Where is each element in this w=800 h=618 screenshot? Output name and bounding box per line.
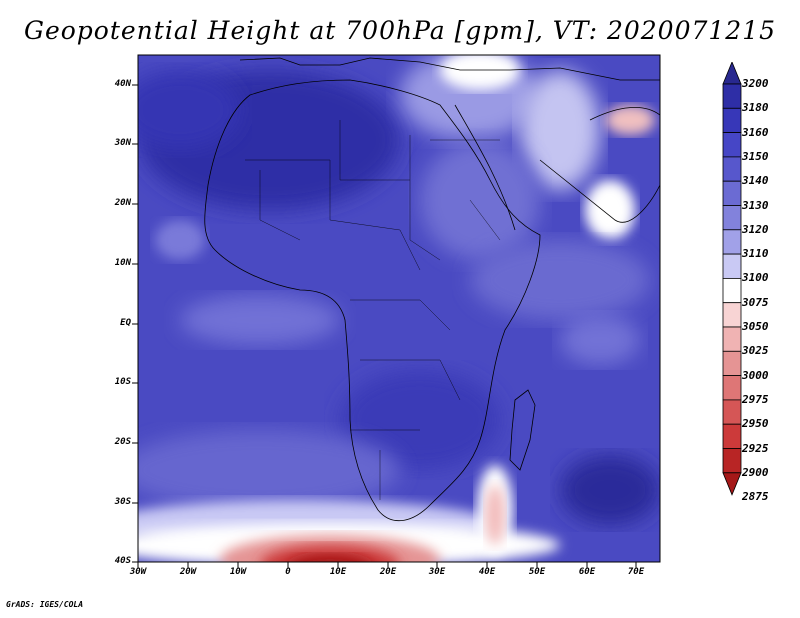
colorbar-swatch xyxy=(722,205,742,231)
height-field xyxy=(138,55,660,562)
lat-label: 20N xyxy=(114,198,131,208)
colorbar-swatch xyxy=(722,448,742,474)
colorbar-arrow-top xyxy=(722,62,742,85)
plot-frame xyxy=(137,54,661,563)
colorbar-level-label: 3130 xyxy=(742,198,769,212)
axis-ticks xyxy=(132,84,637,568)
colorbar-swatch xyxy=(722,375,742,401)
lon-label: 20E xyxy=(379,567,397,577)
lon-label: 70E xyxy=(627,567,645,577)
colorbar-level-label: 3180 xyxy=(742,101,769,115)
credit-label: GrADS: IGES/COLA xyxy=(6,600,84,609)
colorbar xyxy=(722,62,742,496)
colorbar-level-label: 2900 xyxy=(742,465,769,479)
colorbar-level-label: 3140 xyxy=(742,174,769,188)
colorbar-swatch xyxy=(722,253,742,279)
colorbar-arrow-bottom xyxy=(722,472,742,496)
colorbar-level-label: 2875 xyxy=(742,490,769,504)
lon-label: 20W xyxy=(179,567,197,577)
colorbar-swatch xyxy=(722,107,742,133)
lat-label: 20S xyxy=(114,437,131,447)
lon-label: 40E xyxy=(478,567,496,577)
lon-label: 10W xyxy=(229,567,247,577)
colorbar-swatch xyxy=(722,229,742,255)
colorbar-level-label: 3100 xyxy=(742,271,769,285)
colorbar-swatch xyxy=(722,326,742,352)
colorbar-swatch xyxy=(722,132,742,158)
colorbar-level-label: 2975 xyxy=(742,392,769,406)
colorbar-swatch xyxy=(722,83,742,109)
colorbar-swatch xyxy=(722,399,742,425)
colorbar-level-label: 3110 xyxy=(742,247,769,261)
lon-label: 30E xyxy=(428,567,446,577)
lon-label: 10E xyxy=(329,567,347,577)
colorbar-level-label: 3120 xyxy=(742,222,769,236)
colorbar-level-label: 3150 xyxy=(742,149,769,163)
lon-label: 0 xyxy=(285,567,291,577)
lat-label: 40S xyxy=(114,556,131,566)
colorbar-level-label: 3025 xyxy=(742,344,769,358)
map-title: Geopotential Height at 700hPa [gpm], VT:… xyxy=(23,16,777,45)
lat-label: EQ xyxy=(120,318,131,328)
lat-label: 10N xyxy=(114,258,131,268)
lat-label: 10S xyxy=(114,377,131,387)
colorbar-level-label: 3200 xyxy=(742,77,769,90)
lon-label: 30W xyxy=(129,567,147,577)
lat-label: 40N xyxy=(114,79,131,89)
colorbar-level-label: 2950 xyxy=(742,417,769,431)
colorbar-swatch xyxy=(722,180,742,206)
colorbar-level-label: 3000 xyxy=(742,368,769,382)
colorbar-level-label: 3075 xyxy=(742,295,769,309)
colorbar-swatch xyxy=(722,350,742,376)
lon-label: 50E xyxy=(528,567,546,577)
coastline xyxy=(204,57,660,522)
country-borders xyxy=(245,120,501,500)
colorbar-swatch xyxy=(722,302,742,328)
colorbar-swatch xyxy=(722,156,742,182)
lon-label: 60E xyxy=(578,567,596,577)
colorbar-level-label: 3160 xyxy=(742,125,769,139)
colorbar-level-label: 2925 xyxy=(742,441,769,455)
colorbar-swatch xyxy=(722,423,742,449)
lat-label: 30S xyxy=(114,497,131,507)
lat-label: 30N xyxy=(114,138,131,148)
colorbar-swatch xyxy=(722,277,742,304)
colorbar-level-label: 3050 xyxy=(742,320,769,333)
